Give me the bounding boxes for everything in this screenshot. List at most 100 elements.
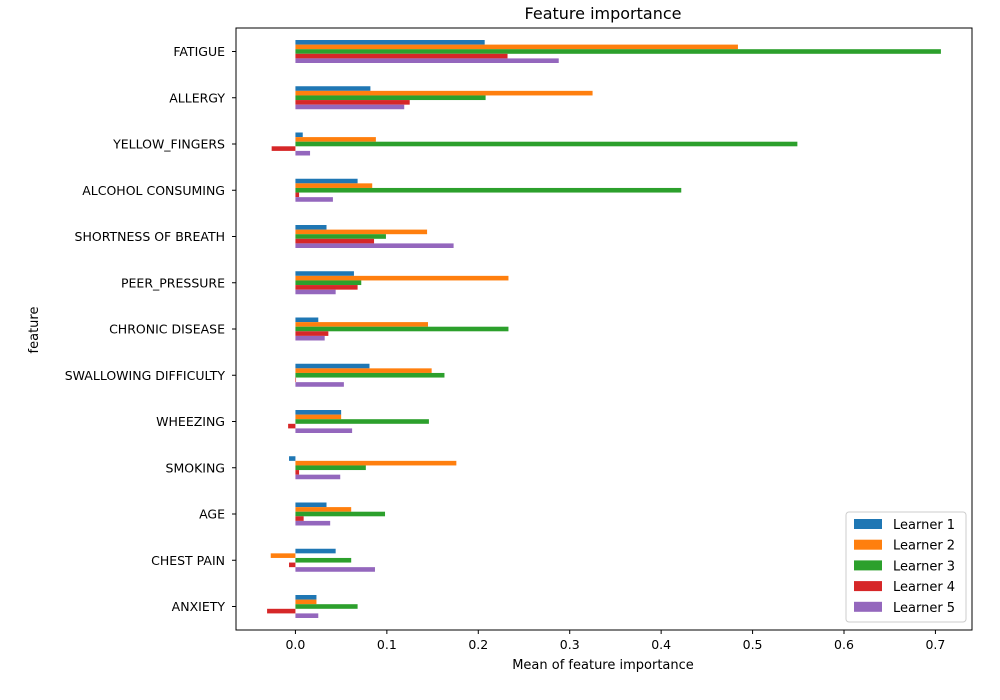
bar-4-7 (295, 331, 329, 336)
bar-2-13 (295, 599, 317, 605)
bar-1-9 (295, 410, 342, 415)
y-tick-label: SHORTNESS OF BREATH (75, 229, 225, 244)
bar-2-4 (295, 183, 373, 188)
bar-2-9 (295, 414, 342, 420)
bar-1-3 (295, 132, 303, 138)
bar-2-1 (295, 44, 738, 50)
bar-5-1 (295, 58, 559, 63)
y-tick-label: ANXIETY (172, 599, 226, 614)
x-tick-label: 0.6 (834, 637, 854, 652)
y-tick-label: FATIGUE (173, 44, 225, 59)
bar-3-5 (295, 234, 386, 239)
y-axis-ticks: FATIGUE ALLERGY YELLOW_FINGERS ALCOHOL CO… (65, 44, 236, 614)
bar-2-2 (295, 90, 593, 96)
bar-4-5 (295, 238, 375, 244)
bar-2-11 (295, 507, 352, 512)
bar-2-5 (295, 229, 428, 235)
bar-5-8 (295, 382, 344, 387)
bar-1-1 (295, 40, 485, 45)
bar-3-1 (295, 49, 941, 54)
bar-2-3 (295, 137, 376, 142)
bar-3-7 (295, 326, 509, 332)
bar-3-9 (295, 419, 429, 424)
legend-label-1: Learner 1 (893, 518, 955, 533)
x-axis-ticks: 0.0 0.1 0.2 0.3 0.4 0.5 0.6 0.7 (285, 630, 945, 652)
chart-title: Feature importance (525, 4, 682, 23)
y-tick-label: SMOKING (166, 460, 225, 475)
legend-label-4: Learner 4 (893, 580, 955, 595)
bar-4-12 (289, 562, 296, 568)
bar-4-9 (288, 423, 296, 429)
bar-5-9 (295, 428, 353, 433)
bar-4-3 (271, 146, 296, 151)
bar-1-4 (295, 178, 358, 184)
y-tick-label: YELLOW_FINGERS (112, 137, 225, 152)
bar-3-12 (295, 557, 352, 563)
legend-label-3: Learner 3 (893, 559, 955, 574)
bar-4-4 (295, 192, 300, 198)
bar-3-13 (295, 604, 358, 609)
bar-1-13 (295, 595, 317, 600)
bar-5-6 (295, 289, 336, 295)
legend-swatch-5 (854, 601, 882, 612)
legend-swatch-4 (854, 581, 882, 592)
bar-4-13 (267, 608, 296, 614)
bar-3-8 (295, 372, 445, 378)
bar-5-3 (295, 150, 311, 156)
bar-2-10 (295, 460, 457, 466)
bar-1-10 (289, 456, 296, 461)
bar-3-10 (295, 465, 366, 471)
bar-1-5 (295, 225, 327, 230)
x-tick-label: 0.5 (743, 637, 763, 652)
bar-1-6 (295, 271, 354, 276)
y-tick-label: WHEEZING (156, 414, 225, 429)
bar-4-10 (295, 470, 300, 475)
bar-4-1 (295, 53, 508, 59)
y-tick-label: AGE (199, 507, 225, 522)
x-tick-label: 0.3 (560, 637, 580, 652)
bar-5-4 (295, 197, 333, 202)
bar-3-11 (295, 511, 386, 517)
y-axis-label: feature (27, 307, 42, 354)
bar-4-11 (295, 516, 304, 521)
bar-1-12 (295, 548, 336, 554)
legend: Learner 1 Learner 2 Learner 3 Learner 4 Lear… (845, 511, 967, 623)
x-tick-label: 0.7 (925, 637, 945, 652)
bar-2-6 (295, 275, 509, 281)
bar-1-8 (295, 363, 370, 369)
plot-frame (235, 27, 973, 631)
y-tick-label: PEER_PRESSURE (121, 275, 225, 290)
bar-1-7 (295, 317, 319, 323)
bar-5-13 (295, 613, 319, 618)
x-tick-label: 0.0 (285, 637, 305, 652)
bar-3-6 (295, 280, 362, 286)
bar-3-3 (295, 141, 798, 147)
x-axis-label: Mean of feature importance (512, 658, 694, 673)
x-tick-label: 0.1 (377, 637, 397, 652)
bar-5-11 (295, 520, 331, 526)
y-tick-label: CHRONIC DISEASE (109, 322, 225, 337)
bar-2-7 (295, 322, 428, 327)
bar-3-2 (295, 95, 486, 101)
bar-5-10 (295, 474, 341, 480)
x-tick-label: 0.4 (651, 637, 671, 652)
bar-5-7 (295, 335, 325, 341)
legend-swatch-2 (854, 539, 882, 550)
bar-4-2 (295, 100, 410, 105)
bar-5-12 (295, 567, 375, 572)
bar-2-12 (270, 553, 296, 558)
legend-label-2: Learner 2 (893, 539, 955, 554)
bar-4-6 (295, 285, 358, 290)
bar-5-5 (295, 243, 454, 248)
y-tick-label: SWALLOWING DIFFICULTY (65, 368, 226, 383)
bar-1-2 (295, 86, 371, 91)
legend-swatch-1 (854, 519, 882, 529)
x-tick-label: 0.2 (468, 637, 488, 652)
y-tick-label: ALLERGY (169, 90, 225, 105)
bar-5-2 (295, 104, 405, 110)
bars-group (267, 40, 941, 618)
bar-4-8 (295, 377, 297, 383)
legend-frame (845, 511, 967, 623)
bar-1-11 (295, 502, 327, 508)
